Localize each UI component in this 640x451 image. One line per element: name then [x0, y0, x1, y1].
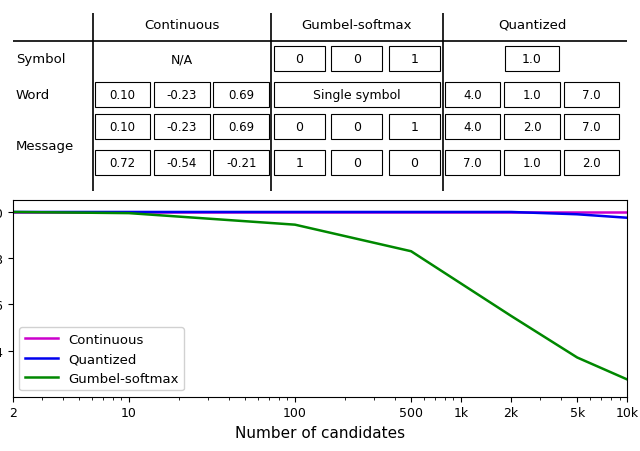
Text: Message: Message — [16, 140, 74, 153]
Continuous — [573, 210, 581, 215]
Gumbel-softmax — [291, 222, 299, 228]
Gumbel-softmax — [457, 281, 465, 287]
FancyBboxPatch shape — [563, 151, 620, 175]
Gumbel-softmax — [508, 313, 515, 319]
Line: Quantized: Quantized — [13, 212, 627, 218]
FancyBboxPatch shape — [388, 151, 440, 175]
Text: 1.0: 1.0 — [523, 156, 541, 170]
Text: 0.69: 0.69 — [228, 121, 254, 134]
Text: -0.23: -0.23 — [166, 121, 197, 134]
Text: 4.0: 4.0 — [463, 121, 482, 134]
FancyBboxPatch shape — [213, 83, 269, 108]
Quantized — [9, 210, 17, 215]
FancyBboxPatch shape — [388, 115, 440, 140]
FancyBboxPatch shape — [445, 115, 500, 140]
FancyBboxPatch shape — [274, 151, 325, 175]
Text: 4.0: 4.0 — [463, 89, 482, 102]
Text: Gumbel-softmax: Gumbel-softmax — [301, 18, 412, 32]
FancyBboxPatch shape — [563, 83, 620, 108]
Gumbel-softmax — [407, 249, 415, 254]
Text: 2.0: 2.0 — [523, 121, 541, 134]
Text: 7.0: 7.0 — [463, 156, 482, 170]
Text: 0: 0 — [353, 156, 361, 170]
Line: Gumbel-softmax: Gumbel-softmax — [13, 212, 627, 380]
Quantized — [407, 210, 415, 215]
Text: 0: 0 — [353, 121, 361, 134]
FancyBboxPatch shape — [506, 47, 559, 72]
FancyBboxPatch shape — [445, 151, 500, 175]
FancyBboxPatch shape — [274, 83, 440, 108]
FancyBboxPatch shape — [332, 47, 383, 72]
FancyBboxPatch shape — [95, 83, 150, 108]
FancyBboxPatch shape — [388, 47, 440, 72]
FancyBboxPatch shape — [445, 83, 500, 108]
Quantized — [125, 210, 132, 215]
Quantized — [623, 216, 631, 221]
Text: 0.69: 0.69 — [228, 89, 254, 102]
FancyBboxPatch shape — [563, 115, 620, 140]
Text: 1: 1 — [296, 156, 303, 170]
FancyBboxPatch shape — [154, 115, 210, 140]
Continuous — [508, 210, 515, 215]
Text: Continuous: Continuous — [144, 18, 220, 32]
FancyBboxPatch shape — [504, 83, 560, 108]
Text: 0: 0 — [296, 121, 303, 134]
Text: 7.0: 7.0 — [582, 89, 601, 102]
Text: -0.54: -0.54 — [166, 156, 197, 170]
FancyBboxPatch shape — [274, 47, 325, 72]
Gumbel-softmax — [9, 210, 17, 215]
X-axis label: Number of candidates: Number of candidates — [235, 425, 405, 440]
Text: 2.0: 2.0 — [582, 156, 601, 170]
Text: 0: 0 — [296, 53, 303, 66]
Text: -0.23: -0.23 — [166, 89, 197, 102]
Text: 1: 1 — [410, 121, 418, 134]
Text: -0.21: -0.21 — [226, 156, 257, 170]
Gumbel-softmax — [125, 211, 132, 216]
FancyBboxPatch shape — [274, 115, 325, 140]
Text: Single symbol: Single symbol — [313, 89, 401, 102]
Text: 0.10: 0.10 — [109, 89, 136, 102]
FancyBboxPatch shape — [95, 151, 150, 175]
Quantized — [291, 210, 299, 215]
Text: 0: 0 — [410, 156, 418, 170]
FancyBboxPatch shape — [504, 151, 560, 175]
FancyBboxPatch shape — [154, 83, 210, 108]
Quantized — [573, 212, 581, 217]
Text: Symbol: Symbol — [16, 53, 65, 66]
Continuous — [457, 210, 465, 215]
Text: N/A: N/A — [171, 53, 193, 66]
FancyBboxPatch shape — [213, 151, 269, 175]
Text: 1: 1 — [410, 53, 418, 66]
Text: 0: 0 — [353, 53, 361, 66]
Continuous — [9, 210, 17, 215]
Legend: Continuous, Quantized, Gumbel-softmax: Continuous, Quantized, Gumbel-softmax — [19, 328, 184, 390]
FancyBboxPatch shape — [213, 115, 269, 140]
Text: 1.0: 1.0 — [522, 53, 542, 66]
Continuous — [623, 210, 631, 215]
FancyBboxPatch shape — [95, 115, 150, 140]
Quantized — [457, 210, 465, 215]
Continuous — [291, 210, 299, 215]
Text: 7.0: 7.0 — [582, 121, 601, 134]
Quantized — [508, 210, 515, 215]
FancyBboxPatch shape — [504, 115, 560, 140]
Text: 0.10: 0.10 — [109, 121, 136, 134]
Text: 1.0: 1.0 — [523, 89, 541, 102]
Continuous — [407, 210, 415, 215]
Gumbel-softmax — [623, 377, 631, 382]
Continuous — [125, 210, 132, 215]
FancyBboxPatch shape — [154, 151, 210, 175]
FancyBboxPatch shape — [332, 115, 383, 140]
FancyBboxPatch shape — [332, 151, 383, 175]
Text: Quantized: Quantized — [498, 18, 566, 32]
Text: 0.72: 0.72 — [109, 156, 136, 170]
Text: Word: Word — [16, 89, 50, 102]
Gumbel-softmax — [573, 355, 581, 360]
